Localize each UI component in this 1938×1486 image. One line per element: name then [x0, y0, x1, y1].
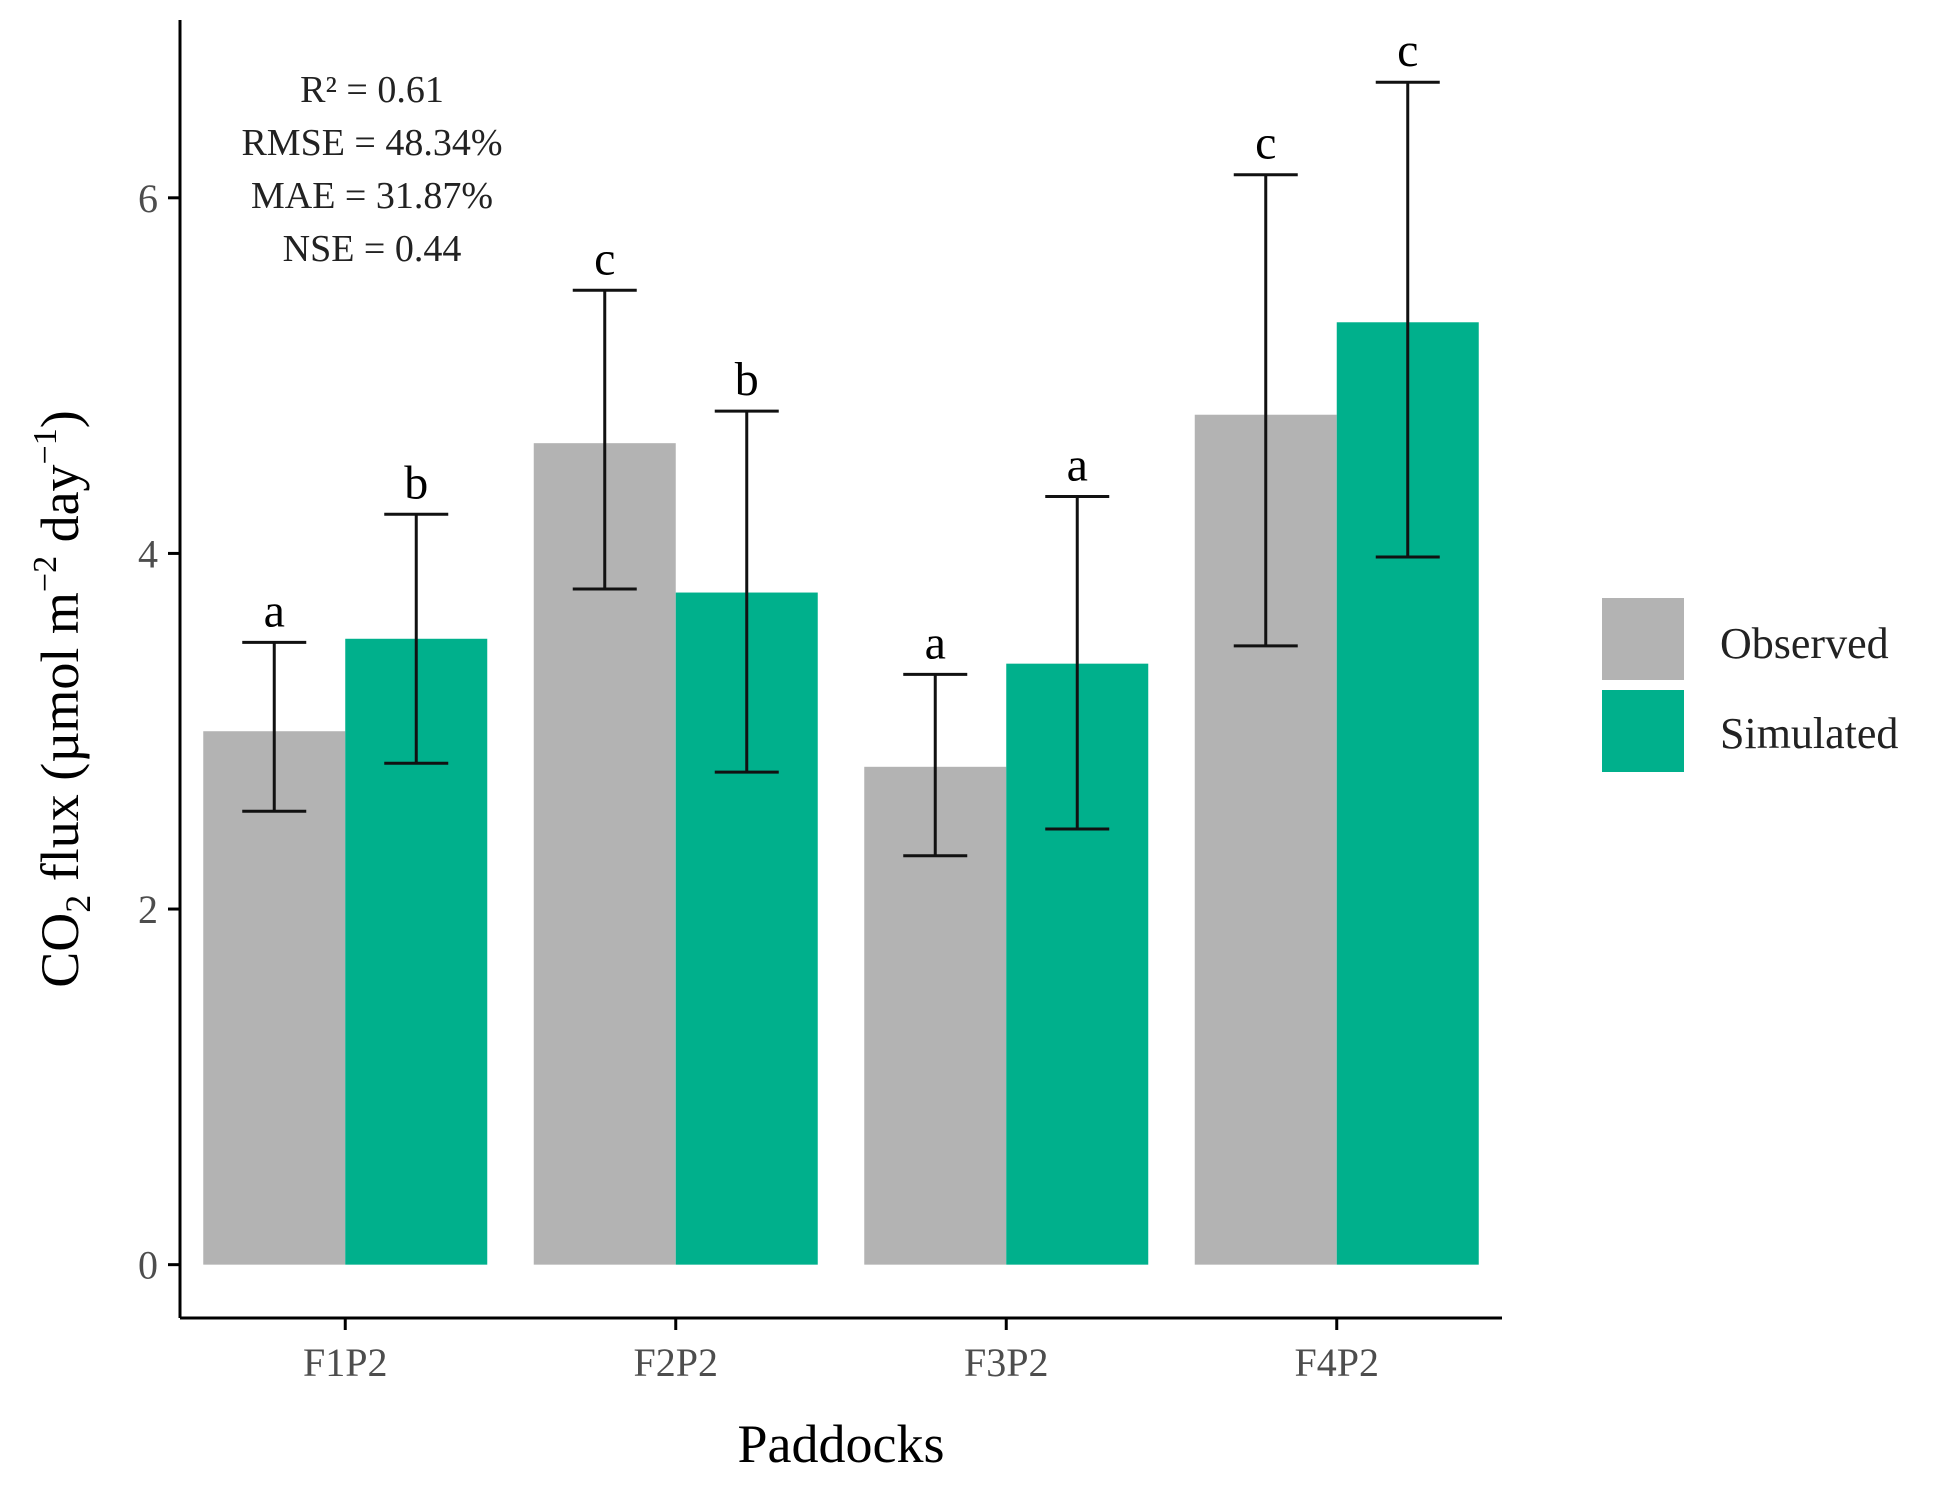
y-title-main: CO — [30, 913, 90, 988]
legend-key-observed — [1602, 598, 1684, 680]
significance-label: b — [735, 353, 759, 406]
error-bars-group — [242, 80, 1440, 858]
stat-rmse: RMSE = 48.34% — [241, 122, 502, 164]
stat-nse: NSE = 0.44 — [283, 228, 462, 270]
y-title-mid: day — [30, 464, 90, 555]
stat-mae: MAE = 31.87% — [251, 175, 493, 217]
y-title-sup1: −2 — [27, 556, 64, 592]
stat-r2: R² = 0.61 — [300, 69, 444, 111]
x-tick-label: F1P2 — [303, 1340, 388, 1385]
x-tick-label: F4P2 — [1295, 1340, 1380, 1385]
significance-label: c — [594, 232, 615, 285]
legend-label-observed: Observed — [1720, 619, 1889, 668]
y-title-sub: 2 — [58, 895, 98, 913]
significance-labels-group: a c a c b b a c — [264, 24, 1419, 669]
y-axis-title: CO2 flux (µmol m−2 day−1) — [27, 410, 98, 987]
significance-label: a — [264, 584, 285, 637]
y-title-end: ) — [30, 410, 90, 428]
significance-label: c — [1255, 117, 1276, 170]
y-tick-label: 4 — [138, 531, 158, 576]
y-ticks-group: 0 2 4 6 — [138, 176, 180, 1288]
y-tick-label: 0 — [138, 1243, 158, 1288]
bar-observed-f1p2 — [203, 731, 346, 1265]
y-title-sup2: −1 — [27, 428, 64, 464]
x-tick-label: F3P2 — [964, 1340, 1049, 1385]
significance-label: a — [925, 616, 946, 669]
bars-group — [203, 322, 1479, 1265]
axes-group — [178, 20, 1502, 1320]
significance-label: a — [1067, 439, 1088, 492]
significance-label: c — [1397, 24, 1418, 77]
y-tick-label: 6 — [138, 176, 158, 221]
x-ticks-group: F1P2 F2P2 F3P2 F4P2 — [303, 1318, 1379, 1385]
y-title-rest: flux (µmol m — [30, 592, 90, 895]
x-axis-title: Paddocks — [738, 1414, 945, 1474]
x-tick-label: F2P2 — [634, 1340, 719, 1385]
legend-label-simulated: Simulated — [1720, 709, 1898, 758]
legend: Observed Simulated — [1602, 598, 1898, 772]
significance-label: b — [404, 456, 428, 509]
y-tick-label: 2 — [138, 887, 158, 932]
legend-key-simulated — [1602, 690, 1684, 772]
stats-annotation: R² = 0.61 RMSE = 48.34% MAE = 31.87% NSE… — [241, 69, 502, 270]
